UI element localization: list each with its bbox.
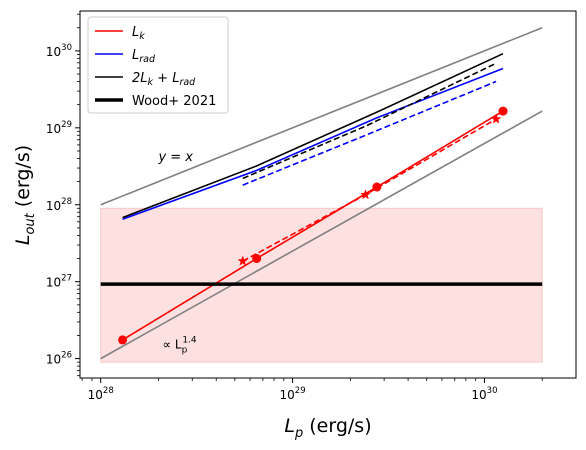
x-tick-label-0: 1028	[88, 386, 114, 402]
series-0-point-0	[118, 335, 128, 345]
series-line-4	[122, 52, 504, 219]
legend-label-2: 2Lk + Lrad	[132, 71, 196, 88]
series-layer	[100, 52, 543, 341]
y-axis-title: Lout (erg/s)	[12, 145, 38, 245]
series-1-point-2	[490, 113, 502, 124]
series-line-2	[122, 67, 504, 220]
x-tick-label-2: 1030	[471, 386, 497, 402]
legend-label-1: Lrad	[132, 48, 156, 65]
markers-layer	[118, 106, 508, 345]
y-tick-label-2: 1028	[46, 197, 72, 213]
series-line-0	[122, 110, 504, 341]
reference-line-0	[100, 26, 543, 206]
reference-line-1	[100, 110, 543, 360]
series-line-3	[242, 80, 497, 186]
annotations: y = x ∝ Lp1.4	[157, 150, 196, 356]
annotation-0: y = x	[157, 150, 193, 165]
series-0-point-2	[372, 182, 382, 192]
y-tick-label-3: 1029	[46, 120, 72, 136]
legend: Lk Lrad 2Lk + Lrad Wood+ 2021	[87, 16, 229, 114]
x-ticks: 1028 1029 1030	[81, 378, 543, 402]
y-tick-label-4: 1030	[46, 43, 72, 59]
annotation-1: ∝ Lp1.4	[163, 336, 197, 356]
series-0-point-3	[498, 106, 508, 116]
legend-box	[87, 16, 229, 114]
x-tick-label-1: 1029	[280, 386, 306, 402]
series-0-point-1	[252, 254, 262, 264]
y-ticks: 1026 1027 1028 1029 1030	[46, 13, 80, 377]
x-axis-title: Lp (erg/s)	[284, 415, 371, 441]
series-line-5	[242, 62, 497, 180]
series-1-point-0	[237, 255, 248, 266]
y-tick-label-1: 1027	[46, 274, 72, 290]
y-tick-label-0: 1026	[46, 351, 72, 367]
reference-lines-layer	[100, 26, 543, 360]
legend-label-0: Lk	[132, 25, 145, 42]
series-1-point-1	[360, 189, 371, 200]
legend-label-3: Wood+ 2021	[132, 94, 216, 109]
plot-frame	[79, 10, 577, 379]
